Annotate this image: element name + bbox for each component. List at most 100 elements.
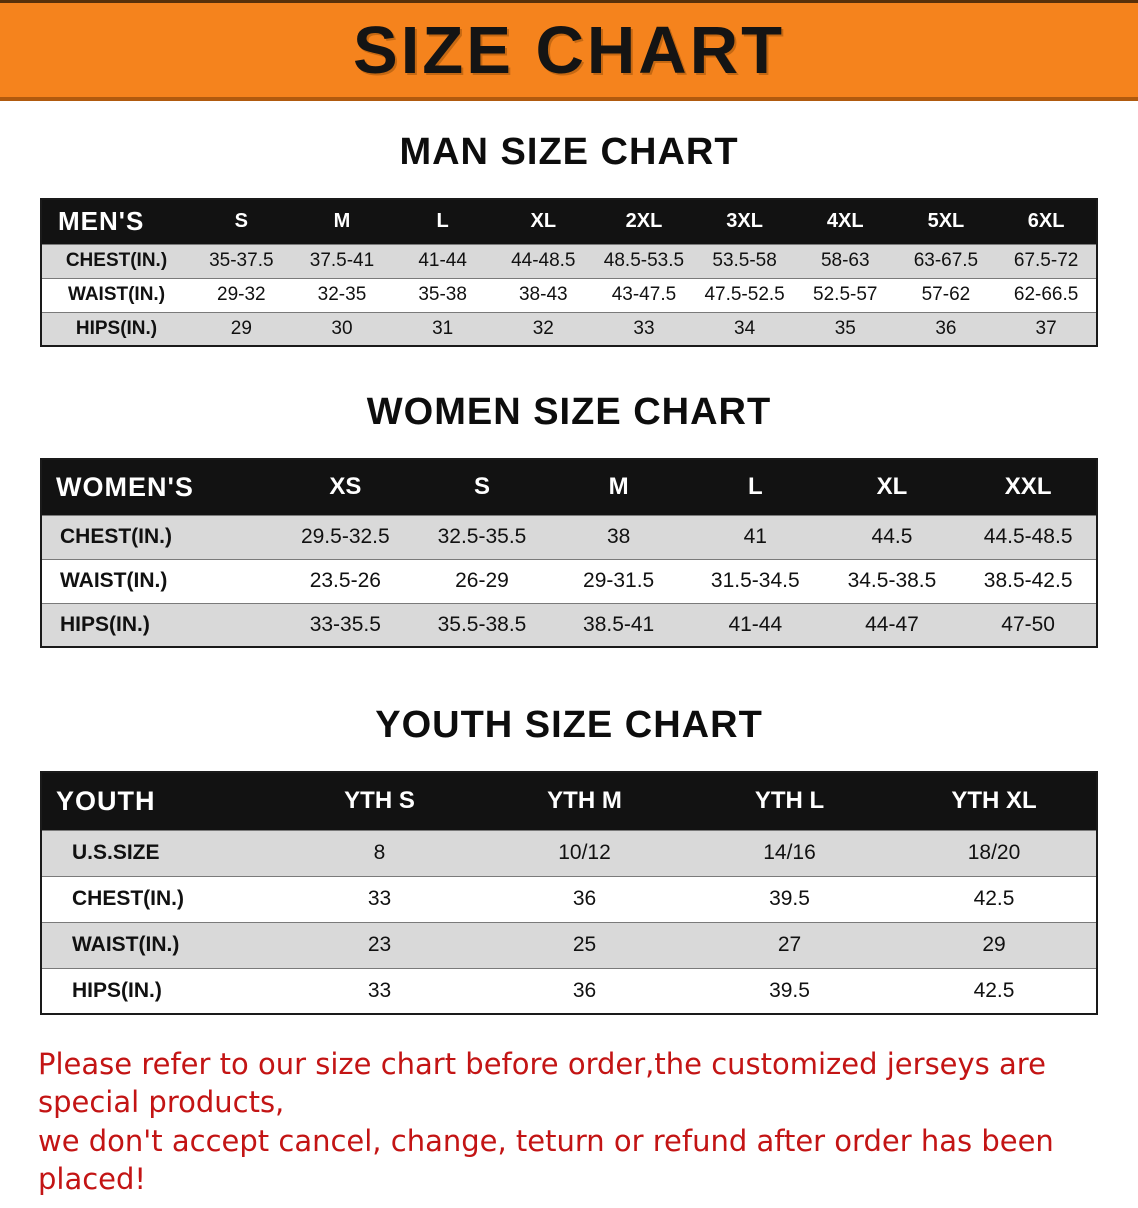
- value-cell: 36: [482, 875, 687, 922]
- value-cell: 35.5-38.5: [413, 602, 551, 647]
- row-label-cell: CHEST(IN.): [41, 875, 277, 922]
- value-cell: 52.5-57: [794, 277, 896, 312]
- size-header-cell: 3XL: [694, 199, 795, 244]
- value-cell: 38-43: [492, 277, 594, 312]
- value-cell: 38.5-42.5: [960, 558, 1097, 603]
- youth-size-section: YOUTH SIZE CHART YOUTH YTH S YTH M YTH L YTH…: [0, 704, 1138, 1015]
- value-cell: 34: [694, 311, 795, 346]
- youth-size-table: YOUTH YTH S YTH M YTH L YTH XL U.S.SIZE 8 10/12…: [40, 771, 1098, 1015]
- women-section-heading: WOMEN SIZE CHART: [366, 391, 772, 433]
- size-header-cell: 6XL: [996, 199, 1097, 244]
- table-row: WAIST(IN.) 23 25 27 29: [41, 921, 1097, 968]
- size-header-cell: XL: [823, 459, 961, 515]
- row-label-cell: HIPS(IN.): [41, 602, 277, 647]
- size-header-cell: S: [413, 459, 551, 515]
- value-cell: 29-31.5: [550, 558, 687, 603]
- value-cell: 53.5-58: [694, 243, 795, 278]
- value-cell: 26-29: [413, 558, 551, 603]
- table-row: CHEST(IN.) 29.5-32.5 32.5-35.5 38 41 44.5 44.5…: [41, 514, 1097, 559]
- value-cell: 35-37.5: [191, 243, 292, 278]
- banner-title: SIZE CHART: [353, 12, 785, 88]
- value-cell: 37: [996, 311, 1097, 346]
- value-cell: 39.5: [687, 967, 892, 1014]
- table-header-row: YOUTH YTH S YTH M YTH L YTH XL: [41, 772, 1097, 830]
- women-size-section: WOMEN SIZE CHART WOMEN'S XS S M L XL XXL CHEST(…: [0, 391, 1138, 648]
- value-cell: 67.5-72: [996, 243, 1097, 278]
- value-cell: 41: [686, 514, 824, 559]
- size-header-cell: 2XL: [593, 199, 695, 244]
- value-cell: 62-66.5: [996, 277, 1097, 312]
- value-cell: 31: [392, 311, 493, 346]
- men-size-section: MAN SIZE CHART MEN'S S M L XL 2XL 3XL 4XL 5XL 6XL…: [0, 131, 1138, 347]
- table-row: CHEST(IN.) 33 36 39.5 42.5: [41, 875, 1097, 922]
- size-header-cell: 5XL: [895, 199, 997, 244]
- size-header-cell: M: [550, 459, 687, 515]
- value-cell: 8: [277, 829, 482, 876]
- value-cell: 29-32: [191, 277, 292, 312]
- table-header-row: MEN'S S M L XL 2XL 3XL 4XL 5XL 6XL: [41, 199, 1097, 244]
- size-header-cell: YTH S: [277, 772, 482, 830]
- table-row: HIPS(IN.) 29 30 31 32 33 34 35 36 37: [41, 311, 1097, 346]
- value-cell: 44-47: [823, 602, 961, 647]
- value-cell: 47-50: [960, 602, 1097, 647]
- value-cell: 41-44: [686, 602, 824, 647]
- value-cell: 43-47.5: [593, 277, 695, 312]
- value-cell: 44.5: [823, 514, 961, 559]
- row-label-cell: WAIST(IN.): [41, 558, 277, 603]
- size-header-cell: L: [686, 459, 824, 515]
- disclaimer-line-1: Please refer to our size chart before or…: [38, 1047, 1046, 1120]
- size-header-cell: 4XL: [794, 199, 896, 244]
- value-cell: 47.5-52.5: [694, 277, 795, 312]
- size-header-cell: YTH L: [687, 772, 892, 830]
- youth-section-heading: YOUTH SIZE CHART: [375, 704, 763, 746]
- value-cell: 36: [895, 311, 997, 346]
- value-cell: 36: [482, 967, 687, 1014]
- size-header-cell: M: [291, 199, 393, 244]
- disclaimer-text: Please refer to our size chart before or…: [38, 1045, 1100, 1198]
- size-header-cell: YTH XL: [892, 772, 1097, 830]
- value-cell: 42.5: [892, 967, 1097, 1014]
- men-size-table: MEN'S S M L XL 2XL 3XL 4XL 5XL 6XL CHEST(IN.) 35-37…: [40, 198, 1098, 347]
- table-row: WAIST(IN.) 29-32 32-35 35-38 38-43 43-47.5 47.…: [41, 277, 1097, 312]
- value-cell: 33: [277, 875, 482, 922]
- table-header-row: WOMEN'S XS S M L XL XXL: [41, 459, 1097, 515]
- value-cell: 32-35: [291, 277, 393, 312]
- row-label-cell: WAIST(IN.): [41, 277, 191, 312]
- value-cell: 18/20: [892, 829, 1097, 876]
- value-cell: 29.5-32.5: [277, 514, 414, 559]
- value-cell: 38: [550, 514, 687, 559]
- value-cell: 44.5-48.5: [960, 514, 1097, 559]
- row-label-cell: WAIST(IN.): [41, 921, 277, 968]
- size-header-cell: YTH M: [482, 772, 687, 830]
- row-label-cell: HIPS(IN.): [41, 967, 277, 1014]
- value-cell: 23: [277, 921, 482, 968]
- table-row: HIPS(IN.) 33-35.5 35.5-38.5 38.5-41 41-44 44-…: [41, 602, 1097, 647]
- row-label-cell: HIPS(IN.): [41, 311, 191, 346]
- value-cell: 48.5-53.5: [593, 243, 695, 278]
- value-cell: 14/16: [687, 829, 892, 876]
- table-title-cell: WOMEN'S: [41, 459, 277, 515]
- value-cell: 44-48.5: [492, 243, 594, 278]
- value-cell: 34.5-38.5: [823, 558, 961, 603]
- value-cell: 29: [191, 311, 292, 346]
- table-title-cell: YOUTH: [41, 772, 277, 830]
- size-header-cell: XS: [277, 459, 414, 515]
- value-cell: 23.5-26: [277, 558, 414, 603]
- value-cell: 58-63: [794, 243, 896, 278]
- size-header-cell: S: [191, 199, 292, 244]
- value-cell: 39.5: [687, 875, 892, 922]
- row-label-cell: CHEST(IN.): [41, 243, 191, 278]
- men-section-heading: MAN SIZE CHART: [399, 131, 739, 173]
- value-cell: 31.5-34.5: [686, 558, 824, 603]
- value-cell: 57-62: [895, 277, 997, 312]
- value-cell: 27: [687, 921, 892, 968]
- value-cell: 29: [892, 921, 1097, 968]
- value-cell: 32.5-35.5: [413, 514, 551, 559]
- table-row: HIPS(IN.) 33 36 39.5 42.5: [41, 967, 1097, 1014]
- value-cell: 42.5: [892, 875, 1097, 922]
- value-cell: 37.5-41: [291, 243, 393, 278]
- table-row: WAIST(IN.) 23.5-26 26-29 29-31.5 31.5-34.5 34…: [41, 558, 1097, 603]
- table-row: U.S.SIZE 8 10/12 14/16 18/20: [41, 829, 1097, 876]
- table-title-cell: MEN'S: [41, 199, 191, 244]
